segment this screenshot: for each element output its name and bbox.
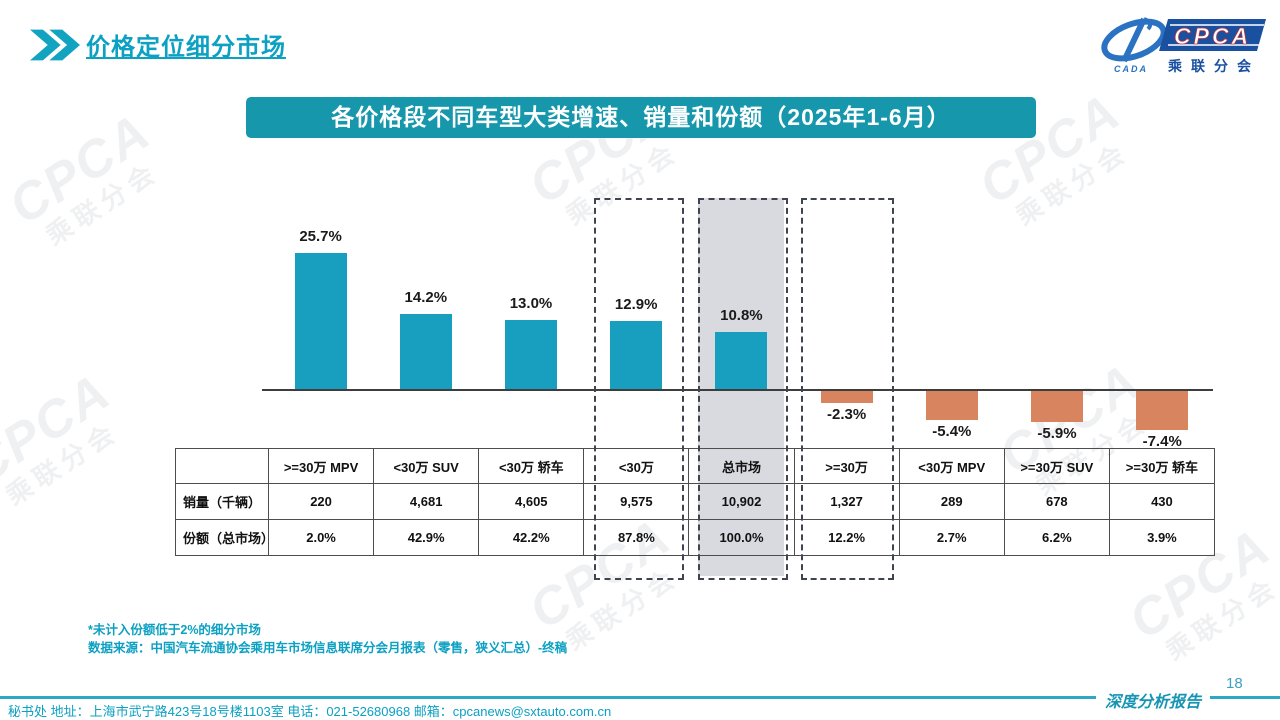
column-header: <30万 MPV: [898, 448, 1005, 484]
growth-bar-4: [715, 331, 768, 389]
row-label-sales: 销量（千辆）: [175, 483, 269, 520]
growth-bar-6: [925, 391, 978, 420]
sales-value: 4,605: [478, 483, 585, 520]
bar-value-label-2: 13.0%: [509, 295, 553, 313]
cpca-logo-subtitle: 乘联分会: [1167, 58, 1260, 74]
share-value: 12.2%: [793, 519, 900, 556]
bar-value-label-0: 25.7%: [299, 228, 342, 246]
sales-value: 10,902: [688, 483, 795, 520]
growth-bar-8: [1136, 391, 1189, 431]
bar-value-label-6: -5.4%: [932, 422, 972, 440]
growth-bar-1: [399, 313, 452, 389]
cpca-logo: CADA CPCA 乘联分会: [1098, 13, 1266, 80]
column-header: 总市场: [688, 448, 795, 484]
share-value: 42.2%: [478, 519, 585, 556]
table-row-share: 份额（总市场） 2.0% 42.9% 42.2% 87.8% 100.0% 12…: [175, 519, 1216, 556]
page-number: 18: [1226, 675, 1243, 692]
share-value: 2.7%: [898, 519, 1005, 556]
sales-value: 289: [898, 483, 1005, 520]
title-chevron-icon: [30, 27, 80, 68]
bar-value-label-8: -7.4%: [1142, 433, 1182, 451]
growth-bar-7: [1031, 391, 1083, 423]
growth-bar-3: [610, 320, 663, 389]
growth-bar-0: [294, 253, 347, 389]
column-header: >=30万: [793, 448, 900, 484]
sales-value: 430: [1108, 483, 1216, 520]
sales-value: 9,575: [583, 483, 690, 520]
cada-mark-icon: CADA: [1101, 17, 1167, 74]
table-header-row: >=30万 MPV <30万 SUV <30万 轿车 <30万 总市场 >=30…: [175, 448, 1216, 484]
bar-value-label-7: -5.9%: [1037, 425, 1077, 443]
growth-bar-5: [820, 391, 873, 404]
footnote-data-source: 数据来源：中国汽车流通协会乘用车市场信息联席分会月报表（零售，狭义汇总）-终稿: [88, 641, 568, 655]
bar-value-label-3: 12.9%: [614, 295, 658, 313]
column-header: >=30万 MPV: [267, 448, 375, 484]
report-type-label: 深度分析报告: [1096, 688, 1211, 712]
page-title: 价格定位细分市场: [86, 34, 286, 61]
column-header: <30万 SUV: [373, 448, 480, 484]
chart-title: 各价格段不同车型大类增速、销量和份额（2025年1-6月）: [331, 104, 951, 130]
footnote-exclusion: *未计入份额低于2%的细分市场: [88, 623, 261, 637]
table-row-sales: 销量（千辆） 220 4,681 4,605 9,575 10,902 1,32…: [175, 483, 1216, 520]
share-value: 6.2%: [1003, 519, 1110, 556]
segment-data-table: >=30万 MPV <30万 SUV <30万 轿车 <30万 总市场 >=30…: [175, 448, 1216, 556]
column-header: >=30万 轿车: [1108, 448, 1216, 484]
cpca-wordmark-block: CPCA: [1159, 19, 1266, 51]
bar-value-label-4: 10.8%: [720, 306, 763, 324]
chart-title-banner: 各价格段不同车型大类增速、销量和份额（2025年1-6月）: [246, 97, 1036, 138]
x-axis-line: [262, 389, 1213, 391]
growth-bar-chart: 25.7% 14.2% 13.0% 12.9% 10.8% -2.3% -5.4% -5.9%…: [175, 190, 1215, 451]
share-value: 3.9%: [1108, 519, 1216, 556]
table-corner-cell: [175, 448, 269, 484]
sales-value: 4,681: [373, 483, 480, 520]
growth-bar-2: [505, 320, 557, 389]
svg-text:CPCA: CPCA: [1174, 23, 1251, 49]
column-header: >=30万 SUV: [1003, 448, 1110, 484]
bar-value-label-1: 14.2%: [404, 288, 448, 306]
share-value: 87.8%: [583, 519, 690, 556]
column-header: <30万 轿车: [478, 448, 585, 484]
sales-value: 220: [267, 483, 375, 520]
row-label-share: 份额（总市场）: [175, 519, 269, 556]
bar-value-label-5: -2.3%: [827, 406, 867, 424]
svg-text:CADA: CADA: [1114, 64, 1148, 74]
share-value: 42.9%: [373, 519, 480, 556]
footer-contact-info: 秘书处 地址：上海市武宁路423号18号楼1103室 电话：021-526809…: [8, 704, 612, 719]
share-value: 2.0%: [267, 519, 375, 556]
sales-value: 1,327: [793, 483, 900, 520]
share-value: 100.0%: [688, 519, 795, 556]
sales-value: 678: [1003, 483, 1110, 520]
column-header: <30万: [583, 448, 690, 484]
footer-divider-line: [0, 696, 1280, 699]
